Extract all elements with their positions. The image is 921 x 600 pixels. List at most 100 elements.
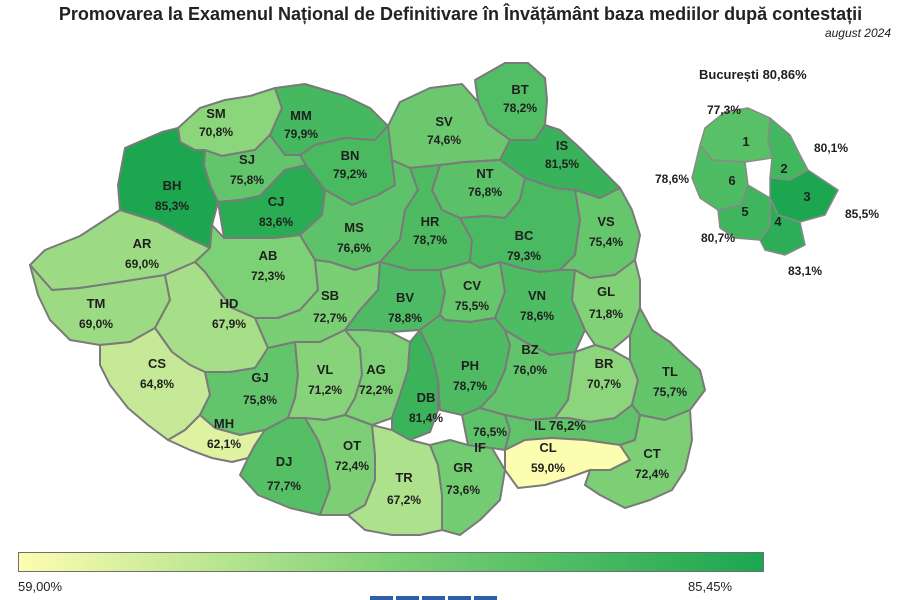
sector-shape-2	[767, 117, 809, 181]
county-code-gl: GL	[597, 284, 615, 299]
county-value-vl: 71,2%	[308, 383, 342, 397]
county-value-bh: 85,3%	[155, 199, 189, 213]
sector-number-4: 4	[774, 214, 782, 229]
county-value-bv: 78,8%	[388, 311, 422, 325]
county-vl: VL 71,2%	[287, 329, 363, 421]
county-bn: BN 79,2%	[299, 125, 396, 206]
county-value-hr: 78,7%	[413, 233, 447, 247]
county-code-tl: TL	[662, 364, 678, 379]
county-code-ct: CT	[643, 446, 660, 461]
county-value-cj: 83,6%	[259, 215, 293, 229]
county-ot: OT 72,4%	[304, 414, 376, 516]
county-code-ot: OT	[343, 438, 361, 453]
county-code-bh: BH	[163, 178, 182, 193]
county-value-gr: 73,6%	[446, 483, 480, 497]
legend-max-label: 85,45%	[688, 579, 733, 594]
county-code-ms: MS	[344, 220, 364, 235]
sector-shape-6	[691, 144, 749, 211]
county-code-mm: MM	[290, 108, 312, 123]
sector-2: 2 80,1%	[767, 117, 848, 181]
county-shape-tl	[629, 307, 706, 421]
county-value-sb: 72,7%	[313, 311, 347, 325]
sector-value-5: 80,7%	[701, 231, 735, 245]
county-tr: TR 67,2%	[347, 424, 443, 536]
county-tl: TL 75,7%	[629, 307, 706, 421]
county-value-bn: 79,2%	[333, 167, 367, 181]
county-value-is: 81,5%	[545, 157, 579, 171]
county-value-ms: 76,6%	[337, 241, 371, 255]
county-value-hd: 67,9%	[212, 317, 246, 331]
map-subtitle: august 2024	[824, 26, 891, 40]
county-value-tr: 67,2%	[387, 493, 421, 507]
sector-number-5: 5	[741, 204, 748, 219]
sector-5: 5 80,7%	[701, 184, 771, 245]
county-shape-tr	[347, 424, 443, 536]
county-code-cj: CJ	[268, 194, 285, 209]
county-code-hd: HD	[220, 296, 239, 311]
county-mh: MH 62,1%	[167, 414, 266, 463]
county-code-br: BR	[595, 356, 614, 371]
county-bh: BH 85,3%	[117, 127, 219, 249]
county-code-tr: TR	[395, 470, 413, 485]
county-value-ph: 78,7%	[453, 379, 487, 393]
legend-min-label: 59,00%	[18, 579, 63, 594]
county-label-il: IL 76,2%	[534, 418, 586, 433]
county-gr: GR 73,6%	[429, 439, 506, 536]
county-bv: BV 78,8%	[344, 261, 446, 333]
county-code-gr: GR	[453, 460, 473, 475]
county-ar: AR 69,0%	[29, 209, 211, 291]
sector-value-3: 85,5%	[845, 207, 879, 221]
county-value-db: 81,4%	[409, 411, 443, 425]
sector-value-1: 77,3%	[707, 103, 741, 117]
county-value-ar: 69,0%	[125, 257, 159, 271]
county-value-bc: 79,3%	[507, 249, 541, 263]
county-value-sm: 70,8%	[199, 125, 233, 139]
county-gl: GL 71,8%	[571, 259, 641, 351]
county-value-gl: 71,8%	[589, 307, 623, 321]
county-code-nt: NT	[476, 166, 493, 181]
county-value-tm: 69,0%	[79, 317, 113, 331]
county-shape-gr	[429, 439, 506, 536]
county-value-vn: 78,6%	[520, 309, 554, 323]
sector-1: 1 77,3%	[699, 103, 773, 163]
county-code-vs: VS	[597, 214, 615, 229]
county-value-ab: 72,3%	[251, 269, 285, 283]
county-value-br: 70,7%	[587, 377, 621, 391]
bucharest-title: București 80,86%	[699, 67, 807, 82]
county-db: DB 81,4%	[391, 329, 443, 441]
county-code-hr: HR	[421, 214, 440, 229]
bucharest-inset: 1 77,3% 2 80,1% 3 85,5% 4 83,1% 5 80,7% 6 78,6%	[655, 103, 879, 278]
county-value-vs: 75,4%	[589, 235, 623, 249]
county-code-cs: CS	[148, 356, 166, 371]
sector-number-3: 3	[803, 189, 810, 204]
county-value-bz: 76,0%	[513, 363, 547, 377]
sector-4: 4 83,1%	[759, 197, 822, 278]
county-bz: BZ 76,0%	[479, 329, 576, 421]
county-value-sv: 74,6%	[427, 133, 461, 147]
county-code-sb: SB	[321, 288, 339, 303]
county-code-mh: MH	[214, 416, 234, 431]
county-code-ag: AG	[366, 362, 386, 377]
county-value-ag: 72,2%	[359, 383, 393, 397]
county-value-cs: 64,8%	[140, 377, 174, 391]
map-title: Promovarea la Examenul Național de Defin…	[58, 4, 863, 24]
county-br: BR 70,7%	[554, 344, 639, 423]
sector-value-6: 78,6%	[655, 172, 689, 186]
sector-6: 6 78,6%	[655, 144, 749, 211]
county-code-sv: SV	[435, 114, 453, 129]
county-code-vn: VN	[528, 288, 546, 303]
county-code-is: IS	[556, 138, 569, 153]
county-value-ct: 72,4%	[635, 467, 669, 481]
county-value-sj: 75,8%	[230, 173, 264, 187]
sector-number-6: 6	[728, 173, 735, 188]
county-code-vl: VL	[317, 362, 334, 377]
county-code-tm: TM	[87, 296, 106, 311]
county-code-if: IF	[474, 440, 486, 455]
county-code-bc: BC	[515, 228, 534, 243]
county-code-ph: PH	[461, 358, 479, 373]
county-code-sj: SJ	[239, 152, 255, 167]
county-code-ar: AR	[133, 236, 152, 251]
county-code-bz: BZ	[521, 342, 538, 357]
county-bt: BT 78,2%	[474, 62, 548, 141]
